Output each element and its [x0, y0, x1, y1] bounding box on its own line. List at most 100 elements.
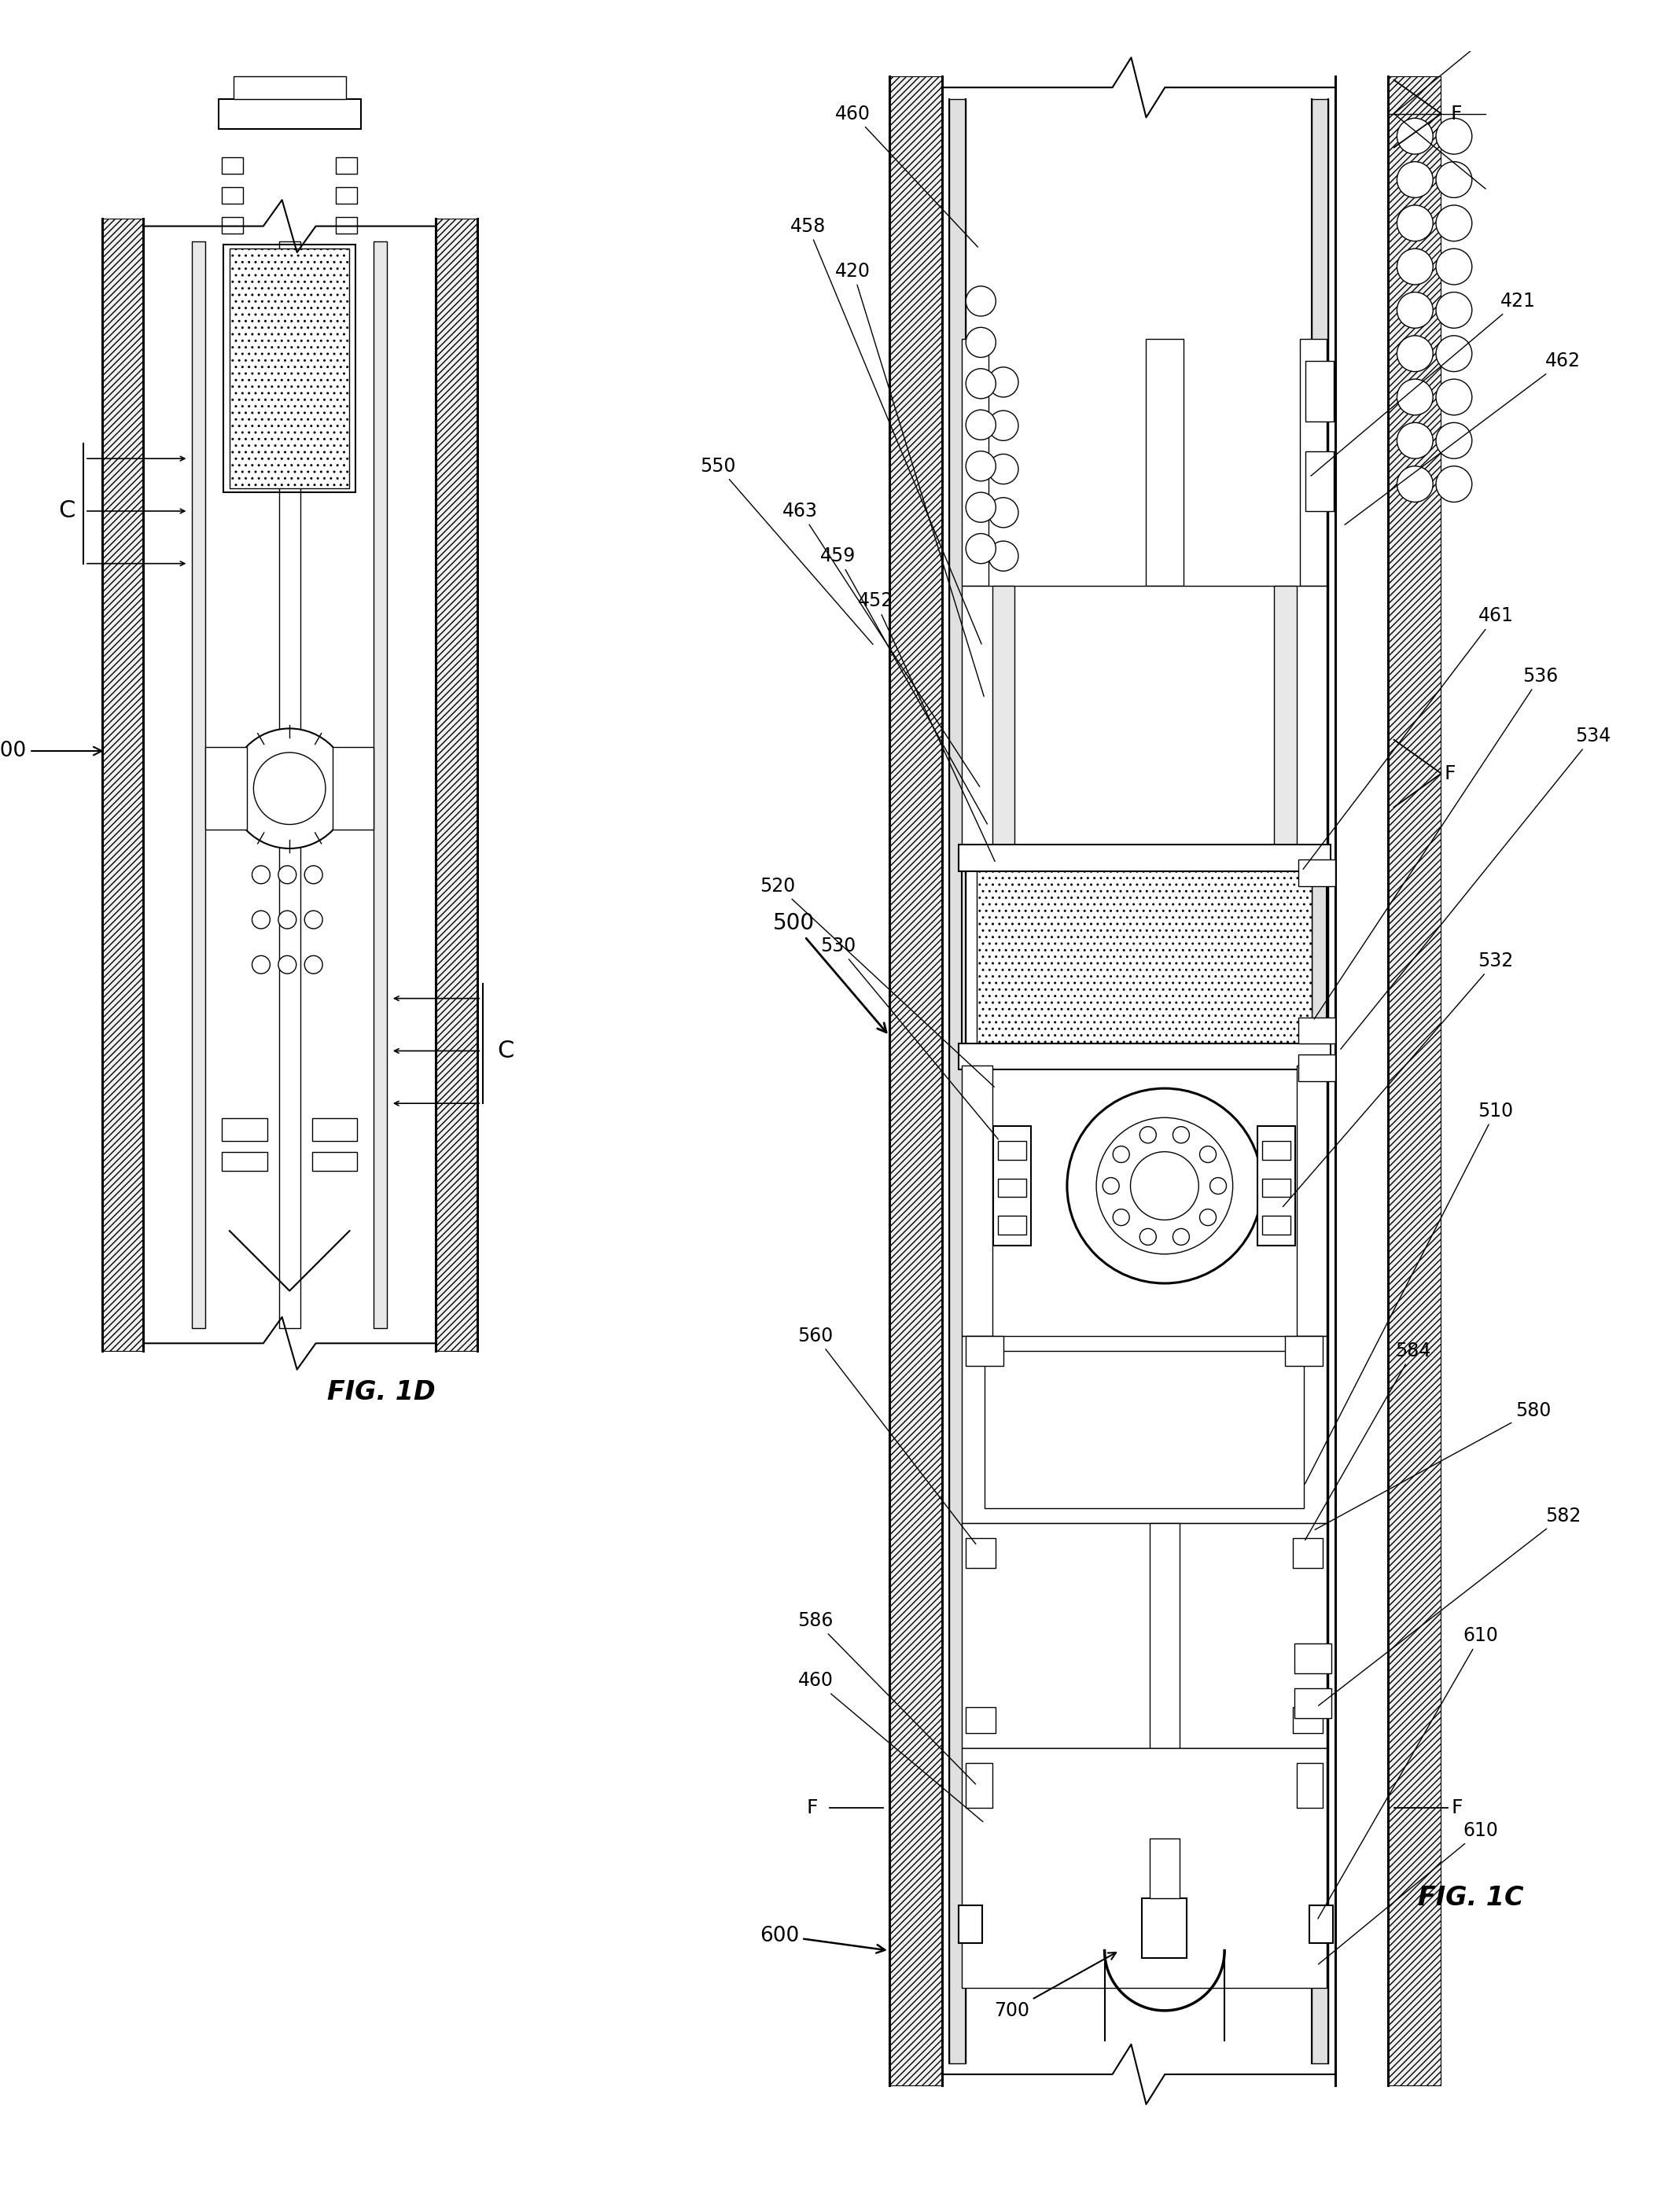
Bar: [962, 849, 1326, 1066]
Circle shape: [965, 369, 995, 398]
Circle shape: [988, 453, 1018, 484]
Bar: [218, 100, 360, 128]
Bar: [222, 157, 243, 175]
Bar: [336, 157, 357, 175]
Text: 463: 463: [784, 502, 980, 787]
Text: 452: 452: [858, 591, 995, 860]
Circle shape: [278, 911, 296, 929]
Bar: [977, 849, 1311, 1066]
Text: 500: 500: [0, 741, 102, 761]
Text: FIG. 1C: FIG. 1C: [1418, 1885, 1524, 1911]
Bar: [1311, 100, 1327, 2064]
Bar: [1261, 1179, 1291, 1197]
Bar: [1296, 1763, 1322, 1807]
Bar: [1149, 1524, 1180, 1747]
Text: 560: 560: [797, 1327, 975, 1544]
Circle shape: [1397, 378, 1433, 416]
Circle shape: [1139, 1126, 1155, 1144]
Bar: [1261, 1217, 1291, 1234]
Circle shape: [1436, 336, 1471, 372]
Text: 530: 530: [820, 936, 998, 1139]
Bar: [992, 586, 1015, 849]
Circle shape: [988, 411, 1018, 440]
Circle shape: [965, 533, 995, 564]
Circle shape: [253, 752, 326, 825]
Circle shape: [1436, 161, 1471, 197]
Circle shape: [1436, 292, 1471, 327]
Circle shape: [1397, 292, 1433, 327]
Circle shape: [1096, 1117, 1233, 1254]
Bar: [1274, 586, 1296, 849]
Circle shape: [1068, 1088, 1261, 1283]
Circle shape: [1131, 1152, 1198, 1221]
Text: 580: 580: [1314, 1402, 1551, 1531]
Bar: [1258, 1126, 1294, 1245]
Text: 532: 532: [1283, 951, 1514, 1208]
Bar: [102, 219, 144, 1352]
Circle shape: [988, 498, 1018, 529]
Bar: [1294, 1644, 1332, 1672]
Bar: [985, 1352, 1304, 1509]
Text: 610: 610: [1317, 1626, 1498, 1918]
Circle shape: [251, 956, 269, 973]
Circle shape: [304, 911, 322, 929]
Circle shape: [1397, 161, 1433, 197]
Bar: [962, 1524, 1326, 1747]
Text: 421: 421: [1311, 292, 1536, 476]
Circle shape: [1436, 378, 1471, 416]
Text: 582: 582: [1319, 1506, 1582, 1705]
Bar: [230, 248, 349, 489]
Bar: [962, 1066, 992, 1336]
Bar: [889, 75, 942, 2086]
Text: F: F: [1451, 104, 1461, 124]
Bar: [223, 246, 355, 493]
Circle shape: [278, 865, 296, 885]
Bar: [965, 1708, 995, 1734]
Circle shape: [251, 865, 269, 885]
Text: 462: 462: [1346, 352, 1580, 524]
Circle shape: [1436, 467, 1471, 502]
Circle shape: [1436, 206, 1471, 241]
Circle shape: [1397, 422, 1433, 458]
Circle shape: [1112, 1146, 1129, 1164]
Text: 458: 458: [790, 217, 982, 644]
Bar: [1261, 1141, 1291, 1159]
Bar: [312, 1119, 357, 1141]
Circle shape: [251, 911, 269, 929]
Bar: [962, 1747, 1326, 1989]
Bar: [1293, 1708, 1322, 1734]
Text: 550: 550: [699, 456, 873, 644]
Bar: [993, 1126, 1031, 1245]
Bar: [312, 1152, 357, 1170]
Text: 536: 536: [1314, 666, 1559, 1020]
Text: C: C: [58, 500, 76, 522]
Bar: [1146, 338, 1184, 586]
Circle shape: [988, 542, 1018, 571]
Circle shape: [1436, 422, 1471, 458]
Circle shape: [1174, 1126, 1190, 1144]
Bar: [1306, 451, 1334, 511]
Circle shape: [304, 865, 322, 885]
Bar: [279, 241, 301, 1327]
Circle shape: [1397, 206, 1433, 241]
Circle shape: [1174, 1228, 1190, 1245]
Text: 500: 500: [772, 911, 886, 1033]
Circle shape: [1436, 117, 1471, 155]
Bar: [998, 1179, 1027, 1197]
Bar: [222, 1152, 268, 1170]
Bar: [336, 188, 357, 204]
Circle shape: [1139, 1228, 1155, 1245]
Circle shape: [1112, 1210, 1129, 1225]
Circle shape: [1200, 1210, 1217, 1225]
Bar: [336, 217, 357, 234]
Bar: [1298, 860, 1336, 887]
Text: 510: 510: [1304, 1102, 1514, 1484]
Circle shape: [278, 956, 296, 973]
Circle shape: [965, 327, 995, 358]
Bar: [965, 1763, 992, 1807]
Bar: [1293, 1537, 1322, 1568]
Bar: [998, 1217, 1027, 1234]
Circle shape: [1397, 117, 1433, 155]
Circle shape: [1103, 1177, 1119, 1194]
Text: 584: 584: [1306, 1340, 1431, 1540]
